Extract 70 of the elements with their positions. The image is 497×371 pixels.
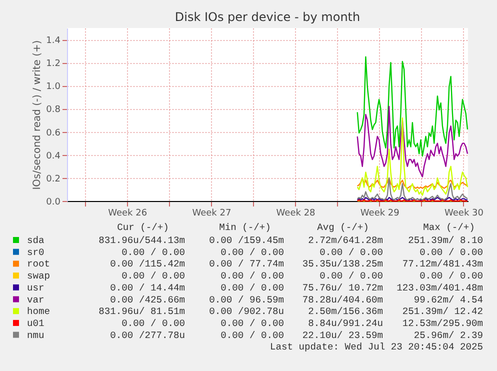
- legend-label: usr: [27, 282, 44, 294]
- text: 0.00 / 0.00: [122, 246, 186, 258]
- line-series: [356, 117, 468, 196]
- text: 0.00 / 0.00: [420, 246, 484, 258]
- text: Min (-/+): [219, 222, 271, 233]
- legend-label: swap: [27, 270, 50, 282]
- text: 831.96u/544.13m: [98, 235, 186, 246]
- x-tick-label: Week 26: [108, 208, 148, 218]
- legend-label: sda: [27, 235, 45, 246]
- text: 2.72m/641.28m: [308, 235, 384, 246]
- text: Cur (-/+): [117, 222, 169, 233]
- text: Avg (-/+): [317, 222, 369, 233]
- legend-label: root: [27, 258, 50, 270]
- line-series: [356, 177, 468, 189]
- text: 0.00 /425.66m: [110, 294, 186, 306]
- line-series: [356, 177, 468, 200]
- legend-label: sr0: [27, 246, 45, 258]
- text: 0.00 / 0.00: [220, 270, 284, 282]
- text: 99.62m/ 4.54: [414, 294, 484, 306]
- text: 251.39m/ 8.10: [408, 235, 484, 246]
- text: 0.00 / 0.00: [320, 246, 384, 258]
- x-tick-label: Week 28: [276, 208, 316, 218]
- text: Last update: Wed Jul 23 20:45:04 2025: [270, 342, 484, 353]
- y-tick-label: 1.2: [46, 59, 60, 70]
- text: 0.00 /159.45m: [209, 235, 284, 246]
- text: 0.00 /277.78u: [110, 330, 185, 341]
- text: 0.00 / 0.00: [220, 318, 284, 329]
- line-series: [356, 106, 468, 178]
- line-series: [356, 56, 468, 157]
- text: 0.00 / 0.00: [320, 270, 384, 282]
- text: 0.00 /115.42m: [110, 258, 186, 270]
- y-tick-label: 0.8: [46, 105, 61, 116]
- text: 0.00 / 0.00: [220, 330, 284, 341]
- text: 77.12m/481.43m: [402, 258, 484, 270]
- y-tick-label: 1.4: [46, 36, 61, 46]
- text: 0.00 / 0.00: [220, 282, 284, 294]
- text: 0.00 / 0.00: [420, 270, 484, 282]
- text: 123.03m/401.48m: [396, 282, 484, 294]
- text: 0.00 / 0.00: [122, 270, 186, 282]
- text: 25.96m/ 2.39: [414, 330, 484, 341]
- text: 0.00 / 77.74m: [209, 258, 284, 270]
- legend-label: home: [27, 306, 50, 318]
- text: 22.10u/ 23.59m: [302, 330, 384, 341]
- text: 8.84u/991.24u: [308, 318, 383, 329]
- legend-label: nmu: [27, 330, 44, 341]
- y-tick-label: 0.6: [46, 128, 61, 138]
- text: 251.39m/ 12.42: [402, 306, 484, 318]
- text: 78.28u/404.60m: [302, 294, 384, 306]
- x-tick-label: Week 27: [192, 208, 232, 218]
- x-tick-label: Week 29: [360, 208, 400, 218]
- text: 0.00 / 0.00: [122, 318, 186, 329]
- y-tick-label: 0.0: [46, 198, 61, 208]
- text: 35.35u/138.25m: [302, 258, 384, 270]
- text: 75.76u/ 10.72m: [302, 282, 384, 294]
- y-tick-label: 0.4: [46, 151, 61, 162]
- text: 0.00 / 0.00: [220, 246, 284, 258]
- chart-title: Disk IOs per device - by month: [174, 10, 360, 24]
- text: 2.50m/156.36m: [308, 306, 384, 318]
- y-axis-title: IOs/second read (-) / write (+): [32, 40, 44, 190]
- text: 0.00 / 14.44m: [110, 282, 186, 294]
- text: Max (-/+): [423, 222, 475, 233]
- text: 0.00 /902.78u: [209, 306, 284, 318]
- text: 12.53m/295.90m: [402, 318, 484, 329]
- legend-label: var: [27, 294, 44, 306]
- y-tick-label: 1.0: [46, 82, 61, 92]
- legend-label: u01: [27, 318, 45, 329]
- y-tick-label: 0.2: [46, 174, 60, 184]
- text: 0.00 / 96.59m: [209, 294, 284, 306]
- x-tick-label: Week 30: [444, 208, 484, 218]
- text: 831.96u/ 81.51m: [98, 306, 186, 318]
